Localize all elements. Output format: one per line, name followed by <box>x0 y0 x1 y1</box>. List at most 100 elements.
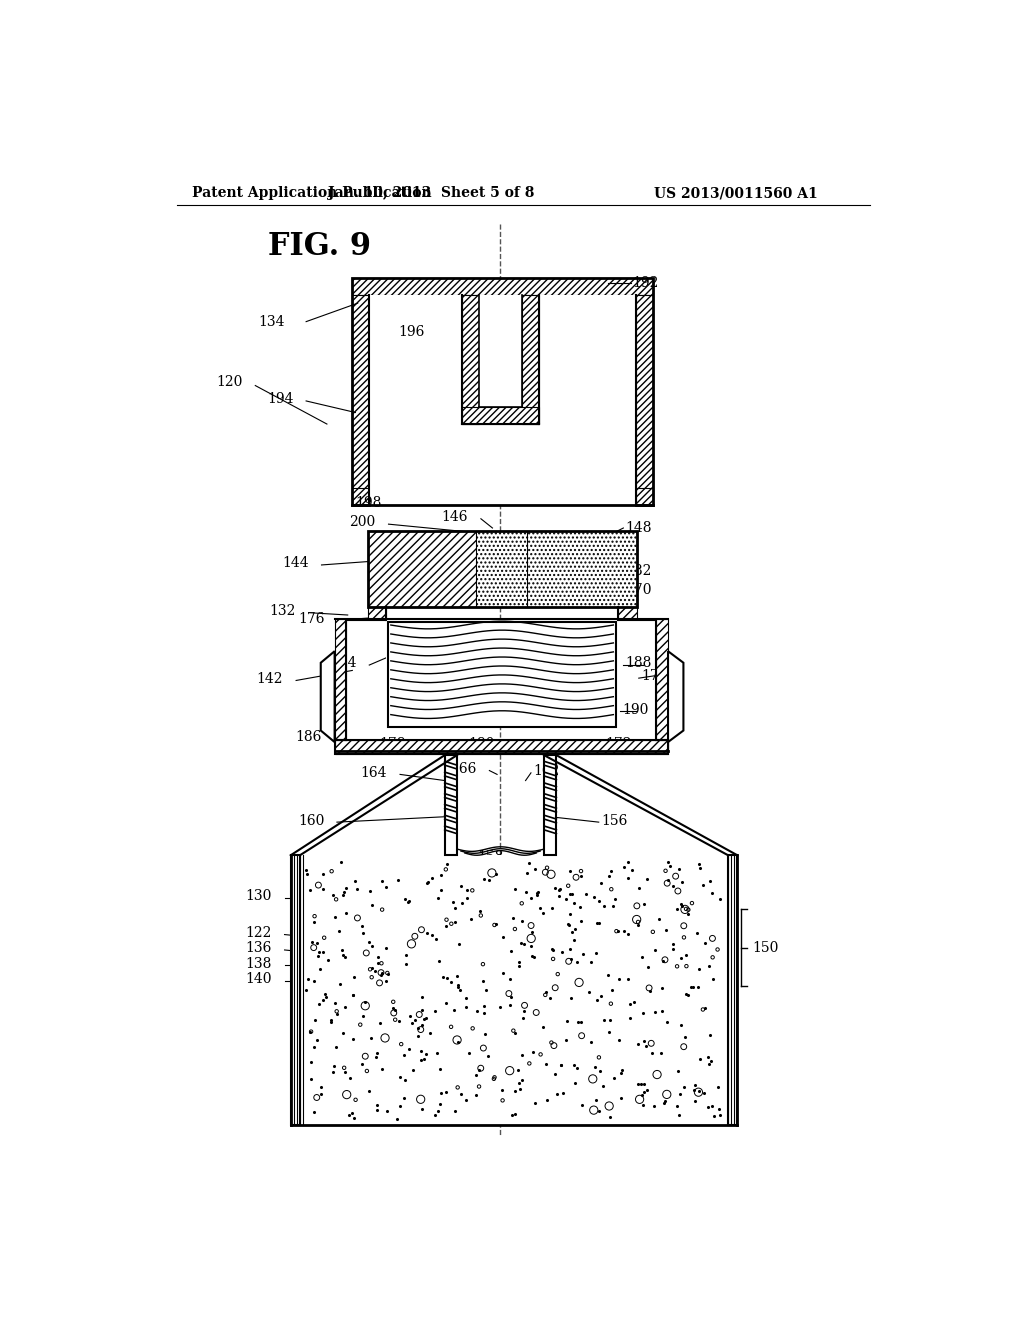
Point <box>475 1003 492 1024</box>
Point <box>553 1055 569 1076</box>
Point <box>431 1059 447 1080</box>
Point <box>565 1055 582 1076</box>
Point <box>671 858 687 879</box>
Point <box>451 974 467 995</box>
Point <box>536 1016 552 1038</box>
Point <box>588 942 604 964</box>
Point <box>411 1005 427 1026</box>
Point <box>573 1026 590 1047</box>
Point <box>400 1039 417 1060</box>
Point <box>635 1003 651 1024</box>
Text: 156: 156 <box>601 813 628 828</box>
Point <box>689 977 706 998</box>
Point <box>334 940 350 961</box>
Point <box>401 1006 418 1027</box>
Polygon shape <box>368 531 500 607</box>
Point <box>475 953 492 974</box>
Point <box>566 929 583 950</box>
Point <box>523 921 540 942</box>
Point <box>528 1002 545 1023</box>
Point <box>647 1002 664 1023</box>
Point <box>339 1084 355 1105</box>
Point <box>311 958 328 979</box>
Point <box>544 939 560 960</box>
Point <box>407 925 423 946</box>
Text: 122: 122 <box>245 927 271 940</box>
Point <box>459 879 475 900</box>
Point <box>705 946 721 968</box>
Point <box>299 968 315 989</box>
Point <box>634 946 650 968</box>
Point <box>306 1101 323 1122</box>
Text: 182: 182 <box>626 564 652 578</box>
Bar <box>478 294 521 407</box>
Point <box>562 948 579 969</box>
Point <box>513 909 529 931</box>
Point <box>446 898 463 919</box>
Point <box>459 888 475 909</box>
Point <box>668 866 684 887</box>
Point <box>638 1035 654 1056</box>
Point <box>702 1024 719 1045</box>
Point <box>705 928 721 949</box>
Point <box>633 1074 649 1096</box>
Point <box>640 956 656 977</box>
Point <box>342 1067 358 1088</box>
Point <box>552 878 568 899</box>
Point <box>595 1076 611 1097</box>
Point <box>555 1082 571 1104</box>
Point <box>514 892 530 913</box>
Point <box>315 879 332 900</box>
Point <box>658 1084 675 1105</box>
Point <box>591 890 607 911</box>
Text: 190: 190 <box>623 702 649 717</box>
Point <box>615 920 632 941</box>
Point <box>469 1001 485 1022</box>
Text: 184: 184 <box>331 656 357 669</box>
Point <box>690 1081 707 1102</box>
Point <box>432 1082 449 1104</box>
Point <box>687 1074 703 1096</box>
Point <box>539 981 555 1002</box>
Point <box>678 983 694 1005</box>
Point <box>495 1080 511 1101</box>
Point <box>324 861 340 882</box>
Point <box>562 861 579 882</box>
Point <box>372 973 388 994</box>
Text: 120: 120 <box>216 375 243 388</box>
Point <box>568 867 585 888</box>
Point <box>539 1090 555 1111</box>
Point <box>545 948 561 969</box>
Point <box>643 1032 659 1053</box>
Point <box>398 944 415 965</box>
Point <box>390 870 407 891</box>
Point <box>302 1052 318 1073</box>
Point <box>607 888 624 909</box>
Point <box>392 1096 409 1117</box>
Point <box>361 932 378 953</box>
Point <box>420 871 436 892</box>
Point <box>429 1041 445 1063</box>
Point <box>326 884 342 906</box>
Point <box>629 895 645 916</box>
Point <box>315 941 332 962</box>
Point <box>524 946 541 968</box>
Bar <box>368 531 637 607</box>
Point <box>323 1011 339 1032</box>
Point <box>516 933 532 954</box>
Point <box>453 1084 469 1105</box>
Point <box>314 863 331 884</box>
Point <box>503 940 519 961</box>
Point <box>678 956 694 977</box>
Point <box>701 870 718 891</box>
Point <box>697 998 714 1019</box>
Point <box>347 871 364 892</box>
Point <box>335 884 351 906</box>
Point <box>336 1057 352 1078</box>
Point <box>586 887 602 908</box>
Text: 164: 164 <box>360 766 387 780</box>
Point <box>563 921 580 942</box>
Point <box>562 884 579 906</box>
Point <box>430 887 446 908</box>
Point <box>560 875 577 896</box>
